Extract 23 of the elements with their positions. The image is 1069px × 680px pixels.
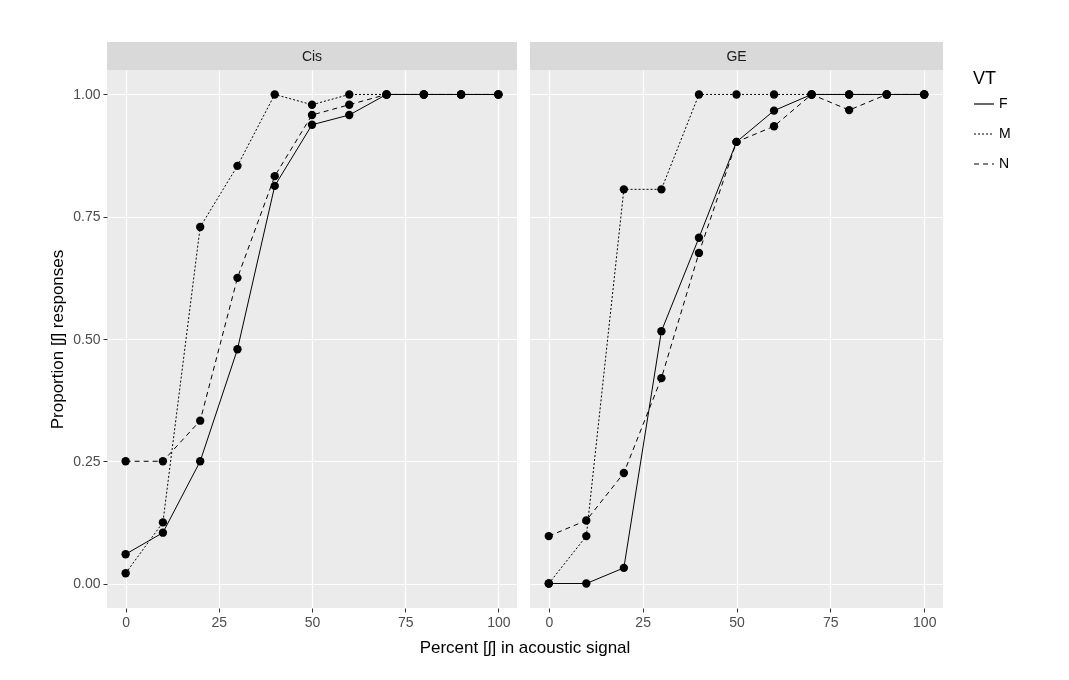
x-tick-label: 0 (545, 613, 554, 630)
legend-label: F (999, 95, 1008, 111)
x-tick-label: 100 (487, 613, 511, 630)
y-axis-title: Proportion [ʃ] responses (48, 249, 68, 430)
x-tick-label: 0 (122, 613, 131, 630)
legend-label: N (999, 155, 1010, 171)
x-tick-label: 75 (823, 613, 839, 630)
legend-title: VT (973, 68, 997, 88)
chart-title: GE (530, 42, 943, 70)
y-tick-label: 0.50 (73, 330, 101, 347)
y-tick-label: 0.25 (73, 452, 101, 469)
x-tick-label: 25 (211, 613, 228, 630)
x-tick-label: 25 (635, 613, 652, 630)
x-tick-label: 50 (729, 613, 745, 630)
legend-label: M (999, 125, 1011, 141)
chart-title: Cis (107, 42, 517, 70)
y-tick-label: 0.00 (73, 575, 101, 592)
y-tick-label: 1.00 (73, 85, 101, 102)
x-tick-label: 50 (304, 613, 321, 630)
x-tick-label: 75 (397, 613, 414, 630)
x-axis-title: Percent [ʃ] in acoustic signal (418, 638, 632, 658)
y-tick-label: 0.75 (73, 208, 101, 225)
x-tick-label: 100 (913, 613, 937, 630)
